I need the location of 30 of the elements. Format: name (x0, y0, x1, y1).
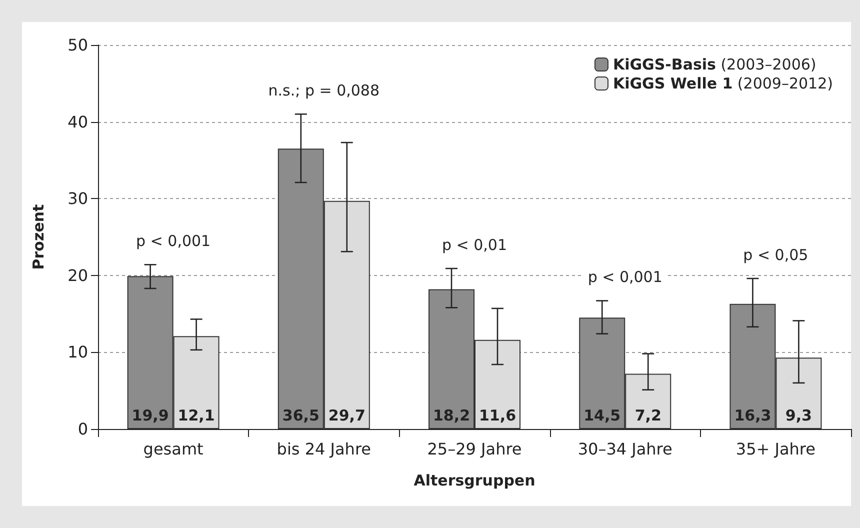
x-axis-title: Altersgruppen (414, 472, 536, 490)
x-tick-label: 25–29 Jahre (427, 440, 522, 458)
annotation: n.s.; p = 0,088 (268, 82, 380, 100)
data-label: 11,6 (478, 406, 516, 424)
annotation: p < 0,001 (136, 232, 211, 250)
y-tick-label: 0 (78, 420, 88, 438)
y-tick-label: 50 (68, 36, 88, 54)
y-tick-label: 30 (68, 189, 88, 208)
data-label: 7,2 (634, 406, 662, 424)
annotation: p < 0,001 (588, 268, 662, 286)
data-label: 19,9 (132, 406, 169, 424)
y-tick-label: 10 (68, 342, 88, 362)
data-label: 9,3 (785, 406, 812, 424)
y-tick-label: 20 (68, 266, 88, 285)
x-tick-label: 35+ Jahre (736, 440, 816, 458)
legend-label: KiGGS-Basis (2003–2006) (612, 56, 816, 74)
legend-label: KiGGS Welle 1 (2009–2012) (612, 74, 834, 92)
y-tick-label: 40 (68, 112, 88, 132)
data-label: 12,1 (178, 406, 215, 424)
data-label: 18,2 (432, 406, 470, 424)
data-label: 16,3 (734, 406, 772, 424)
x-tick-label: gesamt (143, 440, 204, 458)
data-label: 14,5 (584, 406, 621, 424)
annotation: p < 0,01 (442, 236, 508, 254)
annotation: p < 0,05 (743, 246, 808, 264)
data-label: 29,7 (328, 406, 366, 424)
data-label: 36,5 (282, 406, 320, 424)
y-axis-title: Prozent (30, 204, 48, 270)
x-tick-label: 30–34 Jahre (578, 440, 672, 458)
x-tick-label: bis 24 Jahre (276, 440, 371, 458)
